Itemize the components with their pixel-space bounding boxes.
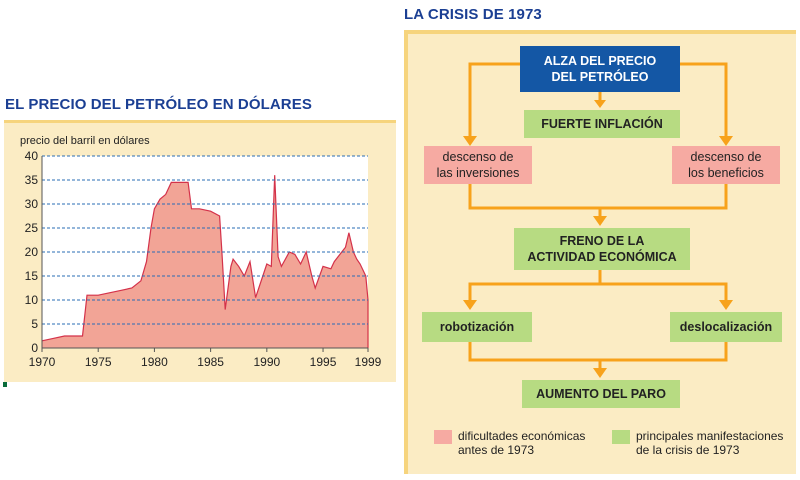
legend-swatch-pink xyxy=(434,430,452,444)
flow-arrows xyxy=(463,62,733,378)
chart-title: EL PRECIO DEL PETRÓLEO EN DÓLARES xyxy=(5,96,312,113)
arrow-alza-left xyxy=(468,62,520,138)
box-fuerte-inflacion: FUERTE INFLACIÓN xyxy=(524,110,680,138)
arrow-freno-split xyxy=(468,270,728,302)
arrow-alza-right xyxy=(680,62,728,138)
arrowhead xyxy=(463,300,477,310)
arrowhead xyxy=(719,300,733,310)
y-tick-label: 0 xyxy=(31,341,38,355)
arrowhead xyxy=(593,368,607,378)
x-tick-label: 1970 xyxy=(29,355,56,369)
box-aumento-paro: AUMENTO DEL PARO xyxy=(522,380,680,408)
x-tick-label: 1995 xyxy=(310,355,337,369)
y-tick-label: 20 xyxy=(25,245,39,259)
x-tick-label: 1999 xyxy=(355,355,382,369)
arrow-merge-paro xyxy=(468,342,728,368)
oil-price-chart: 0 5 10 15 20 25 30 35 40 1970 1975 1980 1985 1990 1995… xyxy=(25,149,382,369)
arrowhead xyxy=(719,136,733,146)
legend-label-green: principales manifestaciones de la crisis… xyxy=(636,429,784,457)
legend-swatch-green xyxy=(612,430,630,444)
y-tick-label: 40 xyxy=(25,149,39,163)
crisis-diagram-panel: ALZA DEL PRECIO DEL PETRÓLEO FUERTE INFL… xyxy=(404,30,796,474)
y-tick-label: 30 xyxy=(25,197,39,211)
legend-label-pink: dificultades económicas antes de 1973 xyxy=(458,429,586,457)
y-tick-label: 15 xyxy=(25,269,39,283)
box-descenso-inversiones: descenso de las inversiones xyxy=(424,146,532,184)
y-tick-label: 35 xyxy=(25,173,39,187)
diagram-title: LA CRISIS DE 1973 xyxy=(404,6,542,23)
panel-corner-mark xyxy=(3,382,7,387)
box-alza-precio: ALZA DEL PRECIO DEL PETRÓLEO xyxy=(520,46,680,92)
y-tick-label: 25 xyxy=(25,221,39,235)
arrowhead xyxy=(594,100,606,108)
arrowhead xyxy=(463,136,477,146)
box-descenso-beneficios: descenso de los beneficios xyxy=(672,146,780,184)
y-axis-label: precio del barril en dólares xyxy=(20,135,150,147)
box-freno-actividad: FRENO DE LA ACTIVIDAD ECONÓMICA xyxy=(514,228,690,270)
x-tick-label: 1980 xyxy=(141,355,168,369)
arrowhead xyxy=(593,216,607,226)
x-tick-label: 1975 xyxy=(85,355,112,369)
arrow-merge-freno xyxy=(468,182,728,216)
x-tick-label: 1985 xyxy=(197,355,224,369)
y-tick-label: 10 xyxy=(25,293,39,307)
price-area xyxy=(42,175,368,348)
box-deslocalizacion: deslocalización xyxy=(670,312,782,342)
y-tick-label: 5 xyxy=(31,317,38,331)
box-robotizacion: robotización xyxy=(422,312,532,342)
price-line xyxy=(41,175,369,348)
x-tick-label: 1990 xyxy=(253,355,280,369)
oil-price-chart-panel: precio del barril en dólares 0 5 10 15 20 25 3… xyxy=(4,120,396,382)
